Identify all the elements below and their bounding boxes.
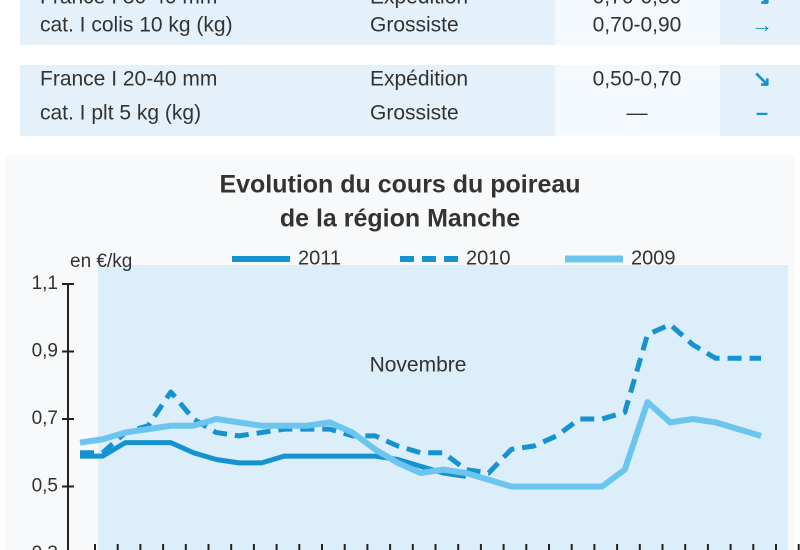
table-cell: Expédition — [370, 0, 468, 9]
y-axis-label: en €/kg — [70, 251, 132, 272]
y-tick-label: 0,9 — [32, 341, 58, 362]
annotation: Novembre — [370, 354, 467, 377]
series-line — [80, 440, 467, 479]
chart-title: de la région Manche — [280, 205, 520, 233]
legend-label: 2011 — [298, 247, 341, 269]
table-cell: Grossiste — [370, 102, 459, 125]
y-tick-label: 0,5 — [32, 476, 58, 497]
y-tick-label: 0,3 — [32, 543, 58, 550]
legend-label: 2010 — [466, 247, 511, 269]
price-cell — [555, 0, 720, 45]
plot-area — [98, 265, 788, 550]
table-cell: 0,50-0,70 — [593, 68, 682, 91]
table-cell: – — [756, 100, 768, 125]
table-cell: 0,70-0,90 — [593, 14, 682, 37]
series-line — [79, 399, 762, 490]
table-cell: Grossiste — [370, 14, 459, 37]
price-cell — [555, 65, 720, 136]
chart-title: Evolution du cours du poireau — [219, 171, 580, 199]
table-cell: cat. I plt 5 kg (kg) — [40, 102, 201, 125]
table-cell: ↘ — [753, 0, 771, 9]
table-cell: — — [627, 102, 648, 125]
table-cell: 0,70-0,80 — [593, 0, 682, 9]
y-tick-label: 1,1 — [32, 273, 58, 294]
table-cell: France I 30-40 mm — [40, 0, 217, 9]
table-cell: → — [751, 12, 773, 37]
table-cell: cat. I colis 10 kg (kg) — [40, 14, 233, 37]
legend-label: 2009 — [631, 247, 676, 269]
row-gap — [20, 45, 800, 65]
table-cell: ↘ — [753, 66, 771, 91]
y-tick-label: 0,7 — [32, 408, 58, 429]
table-cell: Expédition — [370, 68, 468, 91]
table-cell: France I 20-40 mm — [40, 68, 217, 91]
